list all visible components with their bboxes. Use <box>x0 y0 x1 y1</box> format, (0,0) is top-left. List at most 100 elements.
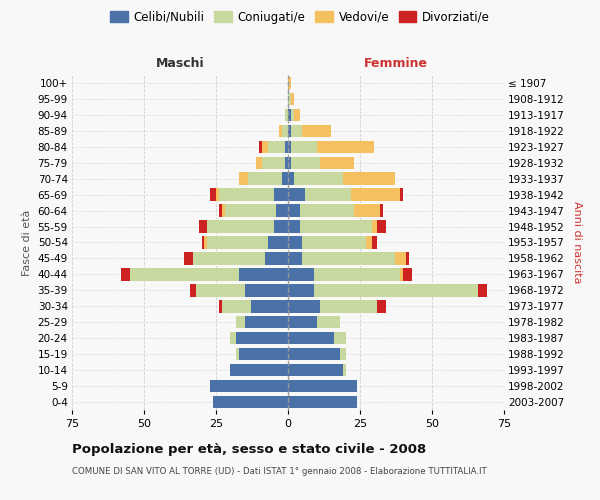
Bar <box>230 364 288 376</box>
Bar <box>288 332 334 344</box>
Bar <box>210 188 216 201</box>
Bar <box>219 204 222 217</box>
Bar <box>282 124 288 137</box>
Bar <box>280 124 282 137</box>
Bar <box>288 172 294 185</box>
Bar <box>288 220 299 233</box>
Bar <box>288 92 291 105</box>
Bar <box>199 220 208 233</box>
Bar <box>288 300 320 312</box>
Bar <box>202 236 205 248</box>
Bar <box>288 77 291 89</box>
Bar <box>288 380 357 392</box>
Bar <box>320 300 377 312</box>
Bar <box>230 332 236 344</box>
Bar <box>305 188 352 201</box>
Bar <box>294 108 299 121</box>
Bar <box>236 332 288 344</box>
Bar <box>224 204 277 217</box>
Bar <box>343 172 395 185</box>
Bar <box>291 124 302 137</box>
Bar <box>219 300 222 312</box>
Bar <box>403 268 412 280</box>
Y-axis label: Fasce di età: Fasce di età <box>22 210 32 276</box>
Bar <box>205 236 208 248</box>
Bar <box>251 300 288 312</box>
Bar <box>294 172 343 185</box>
Bar <box>371 220 377 233</box>
Bar <box>288 348 340 360</box>
Text: Maschi: Maschi <box>155 57 205 70</box>
Bar <box>377 220 386 233</box>
Bar <box>262 140 268 153</box>
Bar <box>354 204 380 217</box>
Bar <box>239 172 248 185</box>
Bar <box>291 108 294 121</box>
Bar <box>288 284 314 296</box>
Bar <box>184 252 193 264</box>
Bar <box>236 348 239 360</box>
Bar <box>285 140 288 153</box>
Bar <box>222 300 251 312</box>
Bar <box>239 348 288 360</box>
Bar <box>282 172 288 185</box>
Bar <box>288 188 305 201</box>
Text: Popolazione per età, sesso e stato civile - 2008: Popolazione per età, sesso e stato civil… <box>72 442 426 456</box>
Bar <box>274 188 288 201</box>
Bar <box>400 268 403 280</box>
Bar <box>288 140 291 153</box>
Bar <box>320 156 354 169</box>
Bar <box>291 140 317 153</box>
Bar <box>193 252 265 264</box>
Bar <box>340 348 346 360</box>
Bar <box>291 92 294 105</box>
Text: COMUNE DI SAN VITO AL TORRE (UD) - Dati ISTAT 1° gennaio 2008 - Elaborazione TUT: COMUNE DI SAN VITO AL TORRE (UD) - Dati … <box>72 468 487 476</box>
Bar <box>222 204 224 217</box>
Bar <box>262 156 285 169</box>
Bar <box>288 364 343 376</box>
Bar <box>277 204 288 217</box>
Bar <box>245 284 288 296</box>
Bar <box>288 124 291 137</box>
Bar <box>288 252 302 264</box>
Bar <box>245 316 288 328</box>
Bar <box>268 236 288 248</box>
Bar <box>478 284 487 296</box>
Bar <box>288 108 291 121</box>
Bar <box>213 396 288 408</box>
Bar <box>268 140 285 153</box>
Bar <box>317 140 374 153</box>
Bar <box>285 108 288 121</box>
Bar <box>256 156 262 169</box>
Bar <box>265 252 288 264</box>
Bar <box>352 188 400 201</box>
Bar <box>288 396 357 408</box>
Bar <box>299 220 371 233</box>
Bar <box>190 284 196 296</box>
Text: Femmine: Femmine <box>364 57 428 70</box>
Bar <box>302 124 331 137</box>
Bar <box>121 268 130 280</box>
Bar <box>219 188 274 201</box>
Bar <box>236 316 245 328</box>
Bar <box>288 204 299 217</box>
Bar <box>208 236 268 248</box>
Bar <box>317 316 340 328</box>
Bar <box>400 188 403 201</box>
Bar <box>259 140 262 153</box>
Bar <box>285 156 288 169</box>
Bar <box>130 268 239 280</box>
Bar <box>210 380 288 392</box>
Bar <box>248 172 282 185</box>
Bar <box>377 300 386 312</box>
Bar <box>302 236 366 248</box>
Bar <box>380 204 383 217</box>
Bar <box>288 316 317 328</box>
Legend: Celibi/Nubili, Coniugati/e, Vedovi/e, Divorziati/e: Celibi/Nubili, Coniugati/e, Vedovi/e, Di… <box>105 6 495 28</box>
Bar <box>406 252 409 264</box>
Bar <box>274 220 288 233</box>
Bar <box>314 284 478 296</box>
Bar <box>288 268 314 280</box>
Bar <box>288 156 291 169</box>
Bar <box>343 364 346 376</box>
